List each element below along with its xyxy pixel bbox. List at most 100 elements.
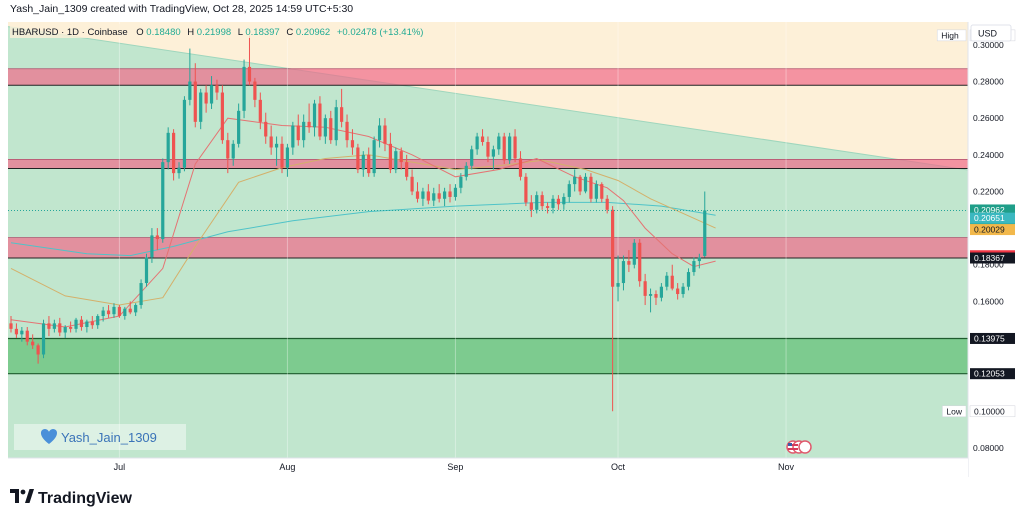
candle[interactable] — [307, 103, 311, 133]
candle[interactable] — [654, 290, 658, 306]
candle[interactable] — [193, 63, 197, 128]
candle[interactable] — [410, 169, 414, 196]
candle[interactable] — [605, 195, 609, 214]
candle[interactable] — [182, 96, 187, 172]
candle[interactable] — [139, 279, 143, 309]
candle[interactable] — [296, 114, 300, 146]
candle[interactable] — [415, 182, 420, 203]
sma-short-line[interactable] — [10, 117, 716, 328]
candle[interactable] — [101, 306, 105, 322]
brand[interactable]: TradingView — [10, 489, 132, 508]
candle[interactable] — [594, 180, 598, 203]
flag-icon[interactable] — [786, 440, 812, 454]
sma-200-line[interactable] — [10, 201, 716, 257]
candle[interactable] — [399, 147, 403, 170]
candle[interactable] — [345, 114, 349, 148]
candle[interactable] — [648, 288, 653, 313]
candle[interactable] — [161, 158, 165, 243]
candle[interactable] — [518, 151, 523, 181]
candle[interactable] — [258, 92, 262, 130]
candle[interactable] — [567, 180, 571, 203]
candle[interactable] — [58, 317, 62, 337]
candle[interactable] — [692, 257, 696, 276]
candle[interactable] — [432, 187, 436, 207]
candle[interactable] — [52, 319, 56, 333]
candle[interactable] — [686, 268, 691, 291]
candle[interactable] — [361, 151, 365, 177]
candle[interactable] — [150, 228, 154, 263]
descending-trendline[interactable] — [7, 26, 969, 171]
candle[interactable] — [475, 132, 479, 155]
candle[interactable] — [247, 35, 252, 86]
candle[interactable] — [545, 202, 550, 214]
candle[interactable] — [177, 162, 181, 179]
candle[interactable] — [697, 253, 701, 269]
candle[interactable] — [123, 306, 127, 320]
candle[interactable] — [112, 303, 116, 318]
candle[interactable] — [226, 132, 230, 174]
candle[interactable] — [79, 316, 84, 331]
candle[interactable] — [562, 193, 566, 210]
candle[interactable] — [117, 305, 121, 318]
candle[interactable] — [394, 147, 398, 174]
price-axis[interactable] — [968, 22, 1016, 477]
candle[interactable] — [502, 132, 506, 164]
candle[interactable] — [464, 162, 468, 181]
candle[interactable] — [529, 195, 533, 218]
candle[interactable] — [665, 272, 669, 291]
candle[interactable] — [231, 140, 235, 166]
candle[interactable] — [96, 314, 100, 329]
candle[interactable] — [535, 191, 539, 214]
candle[interactable] — [63, 325, 67, 339]
candle[interactable] — [323, 114, 327, 144]
candle[interactable] — [36, 343, 40, 364]
candle[interactable] — [627, 250, 631, 273]
candle[interactable] — [166, 127, 170, 170]
resistance-zone-mid[interactable] — [8, 159, 968, 169]
candle[interactable] — [459, 173, 463, 194]
candle[interactable] — [242, 59, 246, 119]
candle[interactable] — [611, 206, 615, 412]
time-axis[interactable] — [8, 458, 968, 477]
candle[interactable] — [280, 136, 284, 174]
candle[interactable] — [237, 103, 241, 148]
candle[interactable] — [676, 283, 680, 300]
candle[interactable] — [480, 129, 485, 146]
candle[interactable] — [144, 253, 149, 287]
candle[interactable] — [486, 136, 490, 163]
candle[interactable] — [74, 317, 78, 333]
resistance-zone-top[interactable] — [8, 68, 968, 86]
currency-button[interactable]: USD — [978, 29, 998, 39]
candle[interactable] — [372, 136, 376, 177]
candle[interactable] — [491, 145, 495, 170]
support-zone-pink[interactable] — [8, 237, 968, 259]
candle[interactable] — [69, 321, 73, 333]
candle[interactable] — [128, 301, 132, 315]
candle[interactable] — [47, 316, 51, 337]
candle[interactable] — [453, 184, 458, 201]
candle[interactable] — [703, 191, 707, 258]
candle[interactable] — [578, 174, 582, 196]
candle[interactable] — [681, 283, 685, 298]
candle[interactable] — [600, 182, 604, 203]
candle[interactable] — [90, 316, 94, 329]
candle[interactable] — [41, 319, 46, 359]
candle[interactable] — [616, 255, 620, 302]
support-zone-green[interactable] — [8, 338, 968, 374]
candle[interactable] — [443, 187, 447, 207]
candle[interactable] — [269, 125, 273, 155]
candle[interactable] — [638, 239, 642, 287]
price-label-black[interactable]: 0.13975 — [970, 332, 1015, 344]
candle[interactable] — [155, 228, 159, 251]
candle[interactable] — [302, 114, 306, 148]
candle[interactable] — [85, 319, 89, 333]
candle[interactable] — [383, 118, 387, 152]
candle[interactable] — [670, 264, 674, 291]
candle[interactable] — [508, 132, 512, 164]
candle[interactable] — [188, 48, 192, 106]
candle[interactable] — [540, 191, 544, 210]
candle[interactable] — [264, 112, 268, 144]
candle[interactable] — [448, 184, 452, 203]
price-label-yellow[interactable]: 0.20029 — [970, 224, 1015, 236]
